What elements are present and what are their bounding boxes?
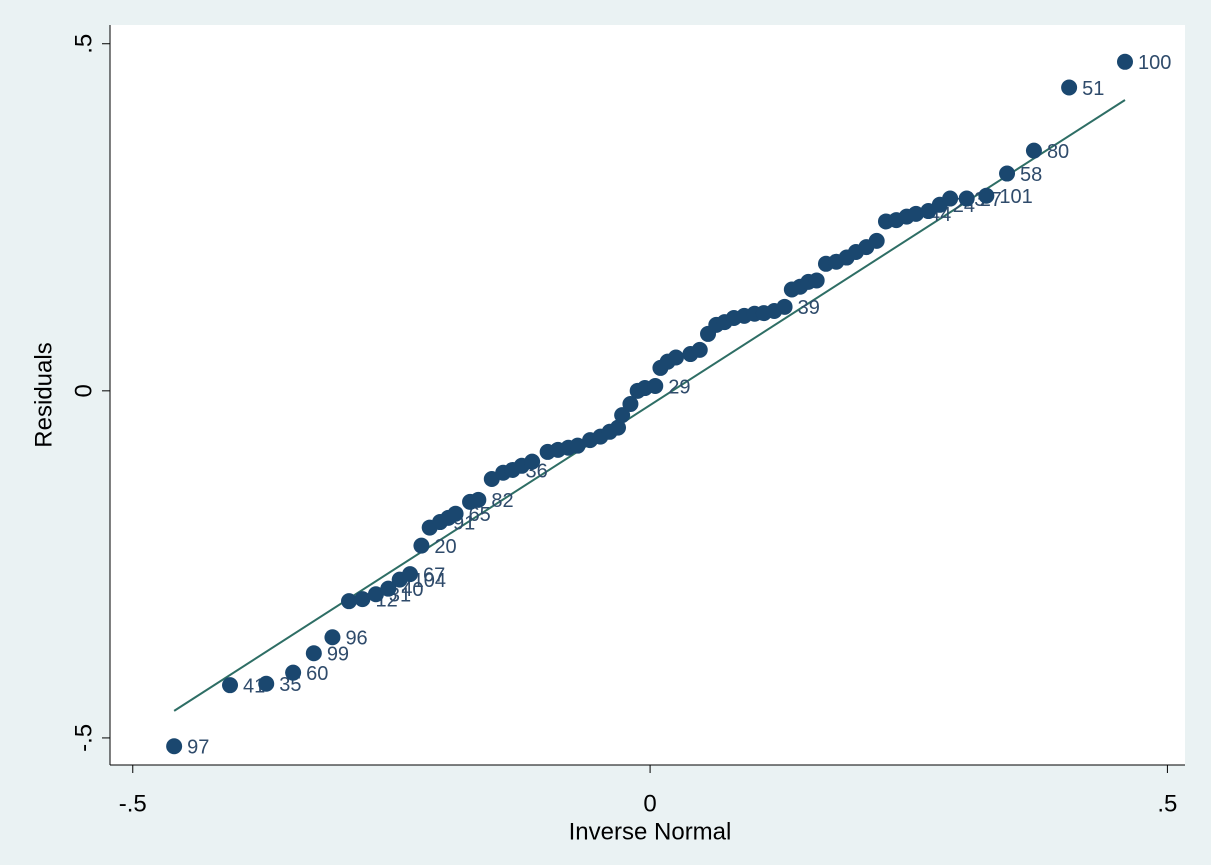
point bbox=[222, 677, 239, 694]
point bbox=[569, 437, 586, 454]
point bbox=[341, 593, 358, 610]
point-label: 29 bbox=[668, 376, 690, 398]
point bbox=[1025, 142, 1042, 159]
y-tick-label: -.5 bbox=[70, 724, 97, 752]
point bbox=[978, 187, 995, 204]
point bbox=[667, 349, 684, 366]
point bbox=[868, 232, 885, 249]
point bbox=[447, 505, 464, 522]
point bbox=[1116, 53, 1133, 70]
point-label: 65 bbox=[469, 504, 491, 526]
point-label: 58 bbox=[1020, 164, 1042, 186]
x-tick-label: .5 bbox=[1157, 790, 1177, 817]
point-label: 100 bbox=[1138, 52, 1171, 74]
point-label: 104 bbox=[413, 570, 446, 592]
point-label: 80 bbox=[1047, 141, 1069, 163]
y-tick-label: .5 bbox=[70, 34, 97, 54]
point-label: 97 bbox=[187, 737, 209, 759]
point bbox=[999, 165, 1016, 182]
point-label: 82 bbox=[491, 490, 513, 512]
point bbox=[647, 377, 664, 394]
point bbox=[470, 491, 487, 508]
point bbox=[1061, 79, 1078, 96]
x-axis-title: Inverse Normal bbox=[569, 818, 732, 845]
point bbox=[622, 396, 639, 413]
point bbox=[942, 190, 959, 207]
point-label: 101 bbox=[999, 186, 1032, 208]
x-tick-label: -.5 bbox=[119, 790, 147, 817]
point bbox=[614, 407, 631, 424]
point bbox=[907, 205, 924, 222]
point-label: 60 bbox=[306, 663, 328, 685]
point bbox=[691, 341, 708, 358]
y-tick-label: 0 bbox=[70, 384, 97, 397]
point-label: 20 bbox=[434, 536, 456, 558]
point-label: 39 bbox=[798, 297, 820, 319]
point-label: 96 bbox=[345, 628, 367, 650]
x-tick-label: 0 bbox=[643, 790, 656, 817]
point bbox=[413, 537, 430, 554]
point bbox=[166, 738, 183, 755]
point bbox=[402, 566, 419, 583]
point bbox=[305, 645, 322, 662]
y-axis-title: Residuals bbox=[30, 342, 57, 447]
point bbox=[324, 629, 341, 646]
point bbox=[258, 675, 275, 692]
point bbox=[380, 580, 397, 597]
point bbox=[958, 190, 975, 207]
point-label: 67 bbox=[423, 564, 445, 586]
point bbox=[354, 591, 371, 608]
point bbox=[808, 272, 825, 289]
point bbox=[524, 453, 541, 470]
point-label: 99 bbox=[327, 644, 349, 666]
point bbox=[610, 419, 627, 436]
point bbox=[285, 664, 302, 681]
point-label: 40 bbox=[401, 579, 423, 601]
point-label: 51 bbox=[1082, 78, 1104, 100]
point bbox=[367, 586, 384, 603]
point bbox=[776, 298, 793, 315]
